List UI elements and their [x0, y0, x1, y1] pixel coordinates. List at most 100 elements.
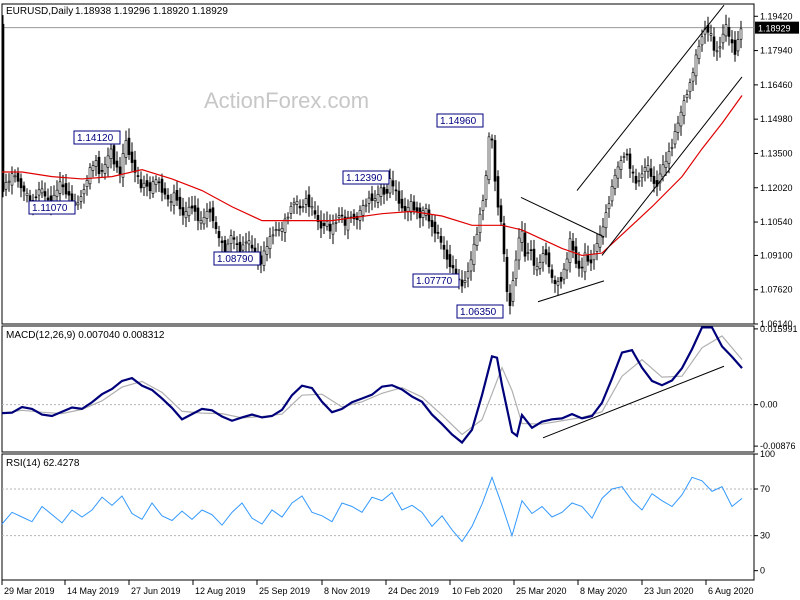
candle-body: [721, 33, 725, 44]
candle-body: [10, 173, 14, 186]
candle-body: [211, 207, 215, 222]
candle-body: [583, 252, 587, 273]
candle-body: [577, 260, 581, 269]
symbol-title: EURUSD,Daily: [6, 6, 73, 17]
candle-body: [424, 208, 428, 216]
candle-body: [571, 240, 575, 251]
candle-body: [658, 173, 662, 184]
candle-body: [613, 174, 617, 189]
candle-body: [271, 234, 275, 237]
x-axis-tick-label: 8 Nov 2019: [324, 586, 370, 596]
candle-body: [481, 200, 485, 211]
x-axis-tick-label: 14 May 2019: [67, 586, 119, 596]
candle-body: [154, 179, 158, 185]
candle-body: [391, 180, 395, 187]
candle-body: [304, 198, 308, 205]
candle-body: [448, 254, 452, 268]
candle-body: [553, 279, 557, 284]
candle-body: [547, 252, 551, 267]
current-price-badge: [755, 21, 799, 34]
candle-body: [484, 175, 488, 200]
candle-body: [100, 170, 104, 172]
candle-body: [463, 280, 467, 283]
candle-body: [400, 198, 404, 209]
candle-body: [640, 173, 644, 179]
candle-body: [331, 223, 335, 235]
candle-body: [67, 191, 71, 196]
candle-body: [142, 182, 146, 188]
candle-body: [283, 218, 287, 233]
candle-body: [403, 206, 407, 212]
candle-body: [82, 189, 86, 195]
rsi-panel-frame: [1, 453, 755, 581]
candle-body: [523, 232, 527, 257]
x-axis-tick-label: 12 Aug 2019: [195, 586, 246, 596]
candle-body: [22, 185, 26, 192]
macd-panel-frame: [1, 325, 755, 453]
candle-body: [610, 186, 614, 202]
candle-body: [286, 216, 290, 219]
candle-body: [589, 259, 593, 264]
candle-body: [739, 28, 743, 40]
price-annotation-label: 1.06350: [460, 307, 497, 318]
candle-body: [682, 100, 686, 116]
candle-body: [493, 140, 497, 182]
candle-body: [214, 222, 218, 230]
candle-body: [226, 243, 230, 252]
candle-body: [499, 205, 503, 222]
candle-body: [325, 221, 329, 227]
candle-body: [187, 206, 191, 217]
candle-body: [25, 192, 29, 196]
candle-body: [535, 266, 539, 271]
candle-body: [442, 244, 446, 250]
candle-body: [709, 33, 713, 36]
candle-body: [313, 210, 317, 215]
candle-body: [70, 193, 74, 202]
candle-body: [475, 233, 479, 246]
candle-body: [88, 167, 92, 185]
candle-body: [262, 250, 266, 266]
price-y-tick-label: 1.07620: [760, 285, 793, 295]
candle-body: [496, 176, 500, 208]
candle-body: [109, 148, 113, 160]
candle-body: [241, 244, 245, 251]
candle-body: [247, 240, 251, 245]
candle-body: [115, 160, 119, 168]
rsi-line: [1, 475, 743, 543]
price-annotation-box: [412, 273, 460, 288]
candle-body: [685, 94, 689, 99]
macd-signal-line: [1, 335, 743, 436]
candle-body: [631, 171, 635, 174]
candle-body: [76, 202, 80, 206]
candle-body: [637, 180, 641, 182]
candle-body: [550, 269, 554, 278]
candle-body: [472, 243, 476, 266]
candle-body: [16, 172, 20, 182]
candle-body: [697, 45, 701, 59]
axis-layer: 1.19420 1.17940 1.16460 1.14980 1.13500 1.120…: [1, 11, 799, 596]
candle-body: [79, 196, 83, 202]
macd-line: [1, 326, 743, 445]
candle-body: [94, 160, 98, 167]
candle-body: [505, 256, 509, 292]
candle-body: [604, 212, 608, 229]
candle-body: [298, 205, 302, 209]
candle-body: [421, 210, 425, 218]
candle-body: [373, 198, 377, 202]
candle-body: [688, 82, 692, 93]
x-axis-tick-label: 25 Sep 2019: [259, 586, 310, 596]
candle-body: [733, 39, 737, 55]
candle-body: [358, 210, 362, 221]
candle-body: [352, 213, 356, 220]
candle-body: [7, 180, 11, 183]
candle-body: [502, 223, 506, 255]
candle-body: [397, 190, 401, 204]
candle-body: [649, 168, 653, 177]
price-annotation-label: 1.07770: [416, 276, 453, 287]
candle-body: [586, 255, 590, 262]
candle-body: [490, 138, 494, 141]
candle-body: [151, 181, 155, 194]
candle-body: [574, 246, 578, 264]
candle-body: [163, 188, 167, 195]
candle-body: [724, 24, 728, 37]
